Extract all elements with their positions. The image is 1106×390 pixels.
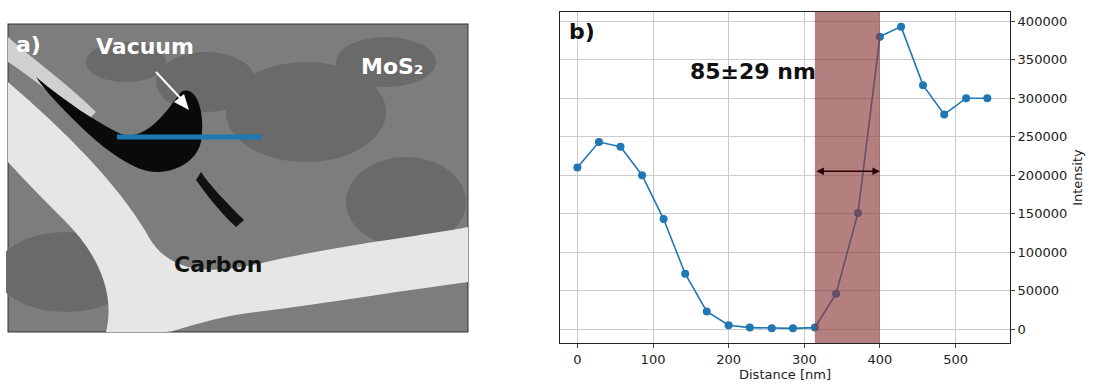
svg-text:85±29 nm: 85±29 nm [690, 59, 816, 84]
svg-text:100000: 100000 [1018, 245, 1068, 260]
svg-text:300000: 300000 [1018, 91, 1068, 106]
svg-text:b): b) [569, 19, 595, 44]
svg-text:50000: 50000 [1018, 283, 1059, 298]
svg-text:0: 0 [573, 352, 581, 367]
svg-text:250000: 250000 [1018, 129, 1068, 144]
svg-text:a): a) [16, 32, 41, 57]
svg-text:Distance [nm]: Distance [nm] [739, 367, 831, 382]
svg-text:500: 500 [943, 352, 968, 367]
svg-text:100: 100 [641, 352, 666, 367]
svg-text:400000: 400000 [1018, 14, 1068, 29]
svg-text:400: 400 [868, 352, 893, 367]
svg-text:Carbon: Carbon [174, 252, 262, 277]
svg-text:0: 0 [1018, 322, 1026, 337]
svg-text:150000: 150000 [1018, 206, 1068, 221]
svg-text:Vacuum: Vacuum [96, 34, 194, 59]
svg-text:200000: 200000 [1018, 168, 1068, 183]
svg-text:MoS₂: MoS₂ [361, 54, 424, 79]
svg-text:Intensity: Intensity [1070, 149, 1085, 206]
svg-text:350000: 350000 [1018, 52, 1068, 67]
svg-text:300: 300 [792, 352, 817, 367]
svg-text:200: 200 [716, 352, 741, 367]
